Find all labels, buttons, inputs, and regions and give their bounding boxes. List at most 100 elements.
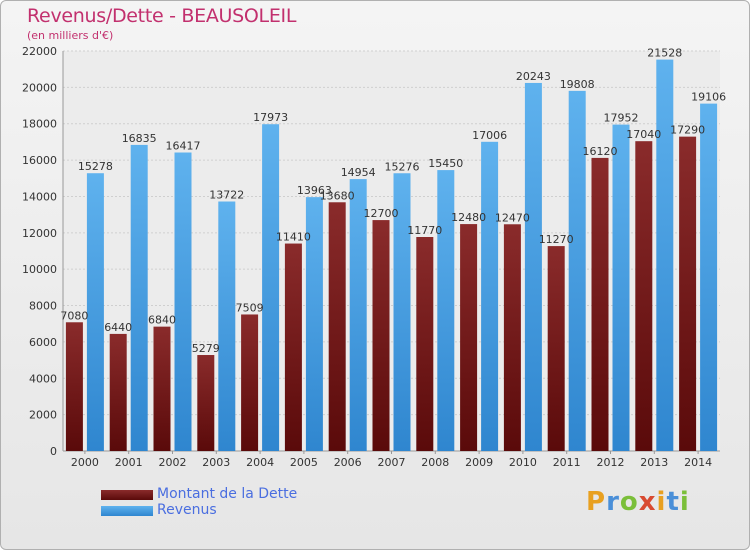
bar-revenus: [656, 59, 674, 451]
x-tick-label: 2012: [597, 456, 625, 469]
bar-revenus: [130, 144, 148, 451]
x-tick-label: 2008: [421, 456, 449, 469]
bar-label-dette: 12470: [495, 211, 530, 224]
bar-label-dette: 11770: [407, 224, 442, 237]
legend-swatch-dette: [101, 490, 153, 500]
y-tick-label: 16000: [22, 154, 57, 167]
x-tick-label: 2000: [71, 456, 99, 469]
y-tick-label: 20000: [22, 81, 57, 94]
bar-label-dette: 12700: [364, 207, 399, 220]
bar-revenus: [174, 152, 192, 451]
bar-label-revenus: 19808: [560, 78, 595, 91]
bar-label-dette: 7509: [236, 301, 264, 314]
bar-dette: [241, 314, 259, 451]
bar-label-revenus: 19106: [691, 91, 726, 104]
y-tick-label: 12000: [22, 227, 57, 240]
x-tick-label: 2010: [509, 456, 537, 469]
bar-revenus: [568, 90, 586, 451]
logo-letter: i: [679, 487, 690, 517]
bar-label-revenus: 21528: [647, 47, 682, 60]
bar-dette: [679, 136, 697, 452]
legend-swatch-revenus: [101, 506, 153, 516]
bar-revenus: [524, 82, 542, 451]
chart-title: Revenus/Dette - BEAUSOLEIL: [27, 5, 297, 27]
proxiti-logo: Proxiti: [586, 487, 690, 517]
bar-label-dette: 5279: [192, 342, 220, 355]
bar-label-revenus: 16835: [122, 132, 157, 145]
bar-label-revenus: 17973: [253, 111, 288, 124]
x-tick-label: 2003: [202, 456, 230, 469]
logo-letter: o: [619, 487, 639, 517]
bar-label-revenus: 17952: [604, 112, 639, 125]
bar-label-revenus: 16417: [166, 140, 201, 153]
x-tick-label: 2007: [378, 456, 406, 469]
bar-label-revenus: 15276: [385, 160, 420, 173]
x-tick-label: 2004: [246, 456, 274, 469]
x-tick-label: 2001: [115, 456, 143, 469]
x-tick-label: 2014: [684, 456, 712, 469]
bar-label-dette: 13680: [320, 189, 355, 202]
bar-dette: [635, 141, 653, 451]
bar-revenus: [437, 170, 455, 451]
bar-label-dette: 11410: [276, 231, 311, 244]
bar-dette: [460, 224, 478, 451]
bar-dette: [503, 224, 521, 451]
y-tick-label: 22000: [22, 45, 57, 58]
bar-revenus: [218, 201, 236, 451]
bar-revenus: [349, 179, 367, 452]
bar-dette: [372, 220, 390, 451]
bar-label-revenus: 15450: [428, 157, 463, 170]
y-tick-label: 2000: [29, 409, 57, 422]
x-tick-label: 2005: [290, 456, 318, 469]
bar-label-dette: 17040: [626, 128, 661, 141]
bar-dette: [547, 246, 565, 451]
bar-label-dette: 7080: [60, 309, 88, 322]
bar-label-dette: 11270: [539, 233, 574, 246]
logo-letter: t: [666, 487, 680, 517]
bar-dette: [197, 355, 215, 451]
bar-revenus: [305, 197, 323, 451]
bar-label-revenus: 13722: [209, 189, 244, 202]
x-tick-label: 2009: [465, 456, 493, 469]
logo-letter: i: [656, 487, 667, 517]
legend-label-dette: Montant de la Dette: [157, 486, 298, 502]
y-tick-label: 0: [50, 445, 57, 458]
bar-label-dette: 6440: [104, 321, 132, 334]
bar-dette: [416, 237, 434, 451]
chart-subtitle: (en milliers d'€): [27, 29, 114, 42]
bar-dette: [591, 157, 609, 451]
bar-label-revenus: 17006: [472, 129, 507, 142]
plot-area: [63, 51, 720, 451]
x-tick-label: 2002: [159, 456, 187, 469]
y-tick-label: 8000: [29, 300, 57, 313]
y-tick-label: 4000: [29, 372, 57, 385]
bar-dette: [109, 333, 127, 451]
logo-letter: P: [586, 487, 607, 517]
grid-layer: [63, 50, 720, 452]
bar-label-dette: 17290: [670, 124, 705, 137]
bar-label-revenus: 15278: [78, 160, 113, 173]
bar-label-dette: 6840: [148, 314, 176, 327]
logo-letter: r: [606, 487, 620, 517]
y-tick-label: 6000: [29, 336, 57, 349]
legend-label-revenus: Revenus: [157, 502, 217, 518]
bar-revenus: [612, 124, 630, 451]
bar-revenus: [262, 124, 280, 451]
bar-dette: [284, 243, 302, 451]
bar-dette: [65, 322, 83, 451]
axis-layer: 0 2000 4000 6000 8000 10000 12000 14000 16000 180…: [22, 45, 720, 469]
bar-label-revenus: 20243: [516, 70, 551, 83]
bar-label-dette: 16120: [583, 145, 618, 158]
bar-label-revenus: 14954: [341, 166, 376, 179]
y-tick-label: 18000: [22, 118, 57, 131]
bar-revenus: [481, 141, 499, 452]
labels-layer: 7080 15278 6440 16835 6840 16417 5279 13722 7509…: [60, 47, 726, 355]
x-tick-label: 2013: [640, 456, 668, 469]
y-tick-label: 14000: [22, 190, 57, 203]
bar-revenus: [393, 173, 411, 451]
bar-dette: [328, 202, 346, 451]
bar-label-dette: 12480: [451, 211, 486, 224]
bar-revenus: [86, 173, 104, 451]
